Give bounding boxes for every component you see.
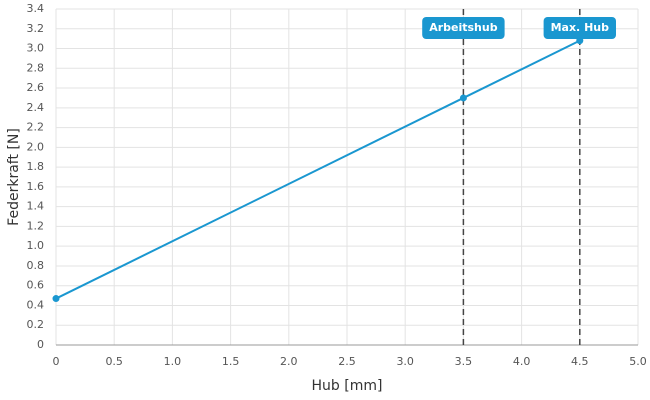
annotation: Arbeitshub xyxy=(422,17,505,39)
y-tick-label: 1.2 xyxy=(27,219,45,232)
annotation-label: Arbeitshub xyxy=(429,21,498,34)
y-tick-label: 2.2 xyxy=(27,121,45,134)
y-tick-label: 2.6 xyxy=(27,81,45,94)
x-tick-label: 5.0 xyxy=(629,355,647,368)
y-tick-label: 3.2 xyxy=(27,22,45,35)
x-tick-label: 2.0 xyxy=(280,355,298,368)
y-tick-label: 1.4 xyxy=(27,200,45,213)
y-tick-label: 0.4 xyxy=(27,298,45,311)
y-tick-label: 0.2 xyxy=(27,318,45,331)
data-line xyxy=(55,39,581,300)
y-tick-label: 1.0 xyxy=(27,239,45,252)
y-tick-label: 3.4 xyxy=(27,2,45,15)
y-tick-label: 0.6 xyxy=(27,279,45,292)
data-point xyxy=(52,295,60,303)
x-tick-label: 2.5 xyxy=(338,355,356,368)
x-axis-title: Hub [mm] xyxy=(312,378,383,394)
x-tick-label: 0.5 xyxy=(105,355,123,368)
y-tick-label: 2.0 xyxy=(27,140,45,153)
annotation: Max. Hub xyxy=(543,17,616,39)
y-tick-label: 2.8 xyxy=(27,61,45,74)
y-tick-label: 2.4 xyxy=(27,101,45,114)
x-tick-label: 4.0 xyxy=(513,355,531,368)
y-tick-label: 1.6 xyxy=(27,180,45,193)
y-axis-title: Federkraft [N] xyxy=(6,128,22,226)
y-tick-label: 3.0 xyxy=(27,42,45,55)
annotation-box xyxy=(543,17,616,39)
y-tick-label: 0 xyxy=(37,338,44,351)
data-point xyxy=(459,94,467,102)
x-tick-label: 0 xyxy=(53,355,60,368)
y-tick-label: 0.8 xyxy=(27,259,45,272)
x-tick-label: 1.5 xyxy=(222,355,240,368)
annotation-label: Max. Hub xyxy=(551,21,610,34)
x-tick-label: 3.0 xyxy=(396,355,414,368)
annotation-box xyxy=(422,17,505,39)
y-tick-label: 1.8 xyxy=(27,160,45,173)
x-tick-label: 4.5 xyxy=(571,355,589,368)
x-tick-label: 3.5 xyxy=(455,355,473,368)
x-tick-label: 1.0 xyxy=(164,355,182,368)
